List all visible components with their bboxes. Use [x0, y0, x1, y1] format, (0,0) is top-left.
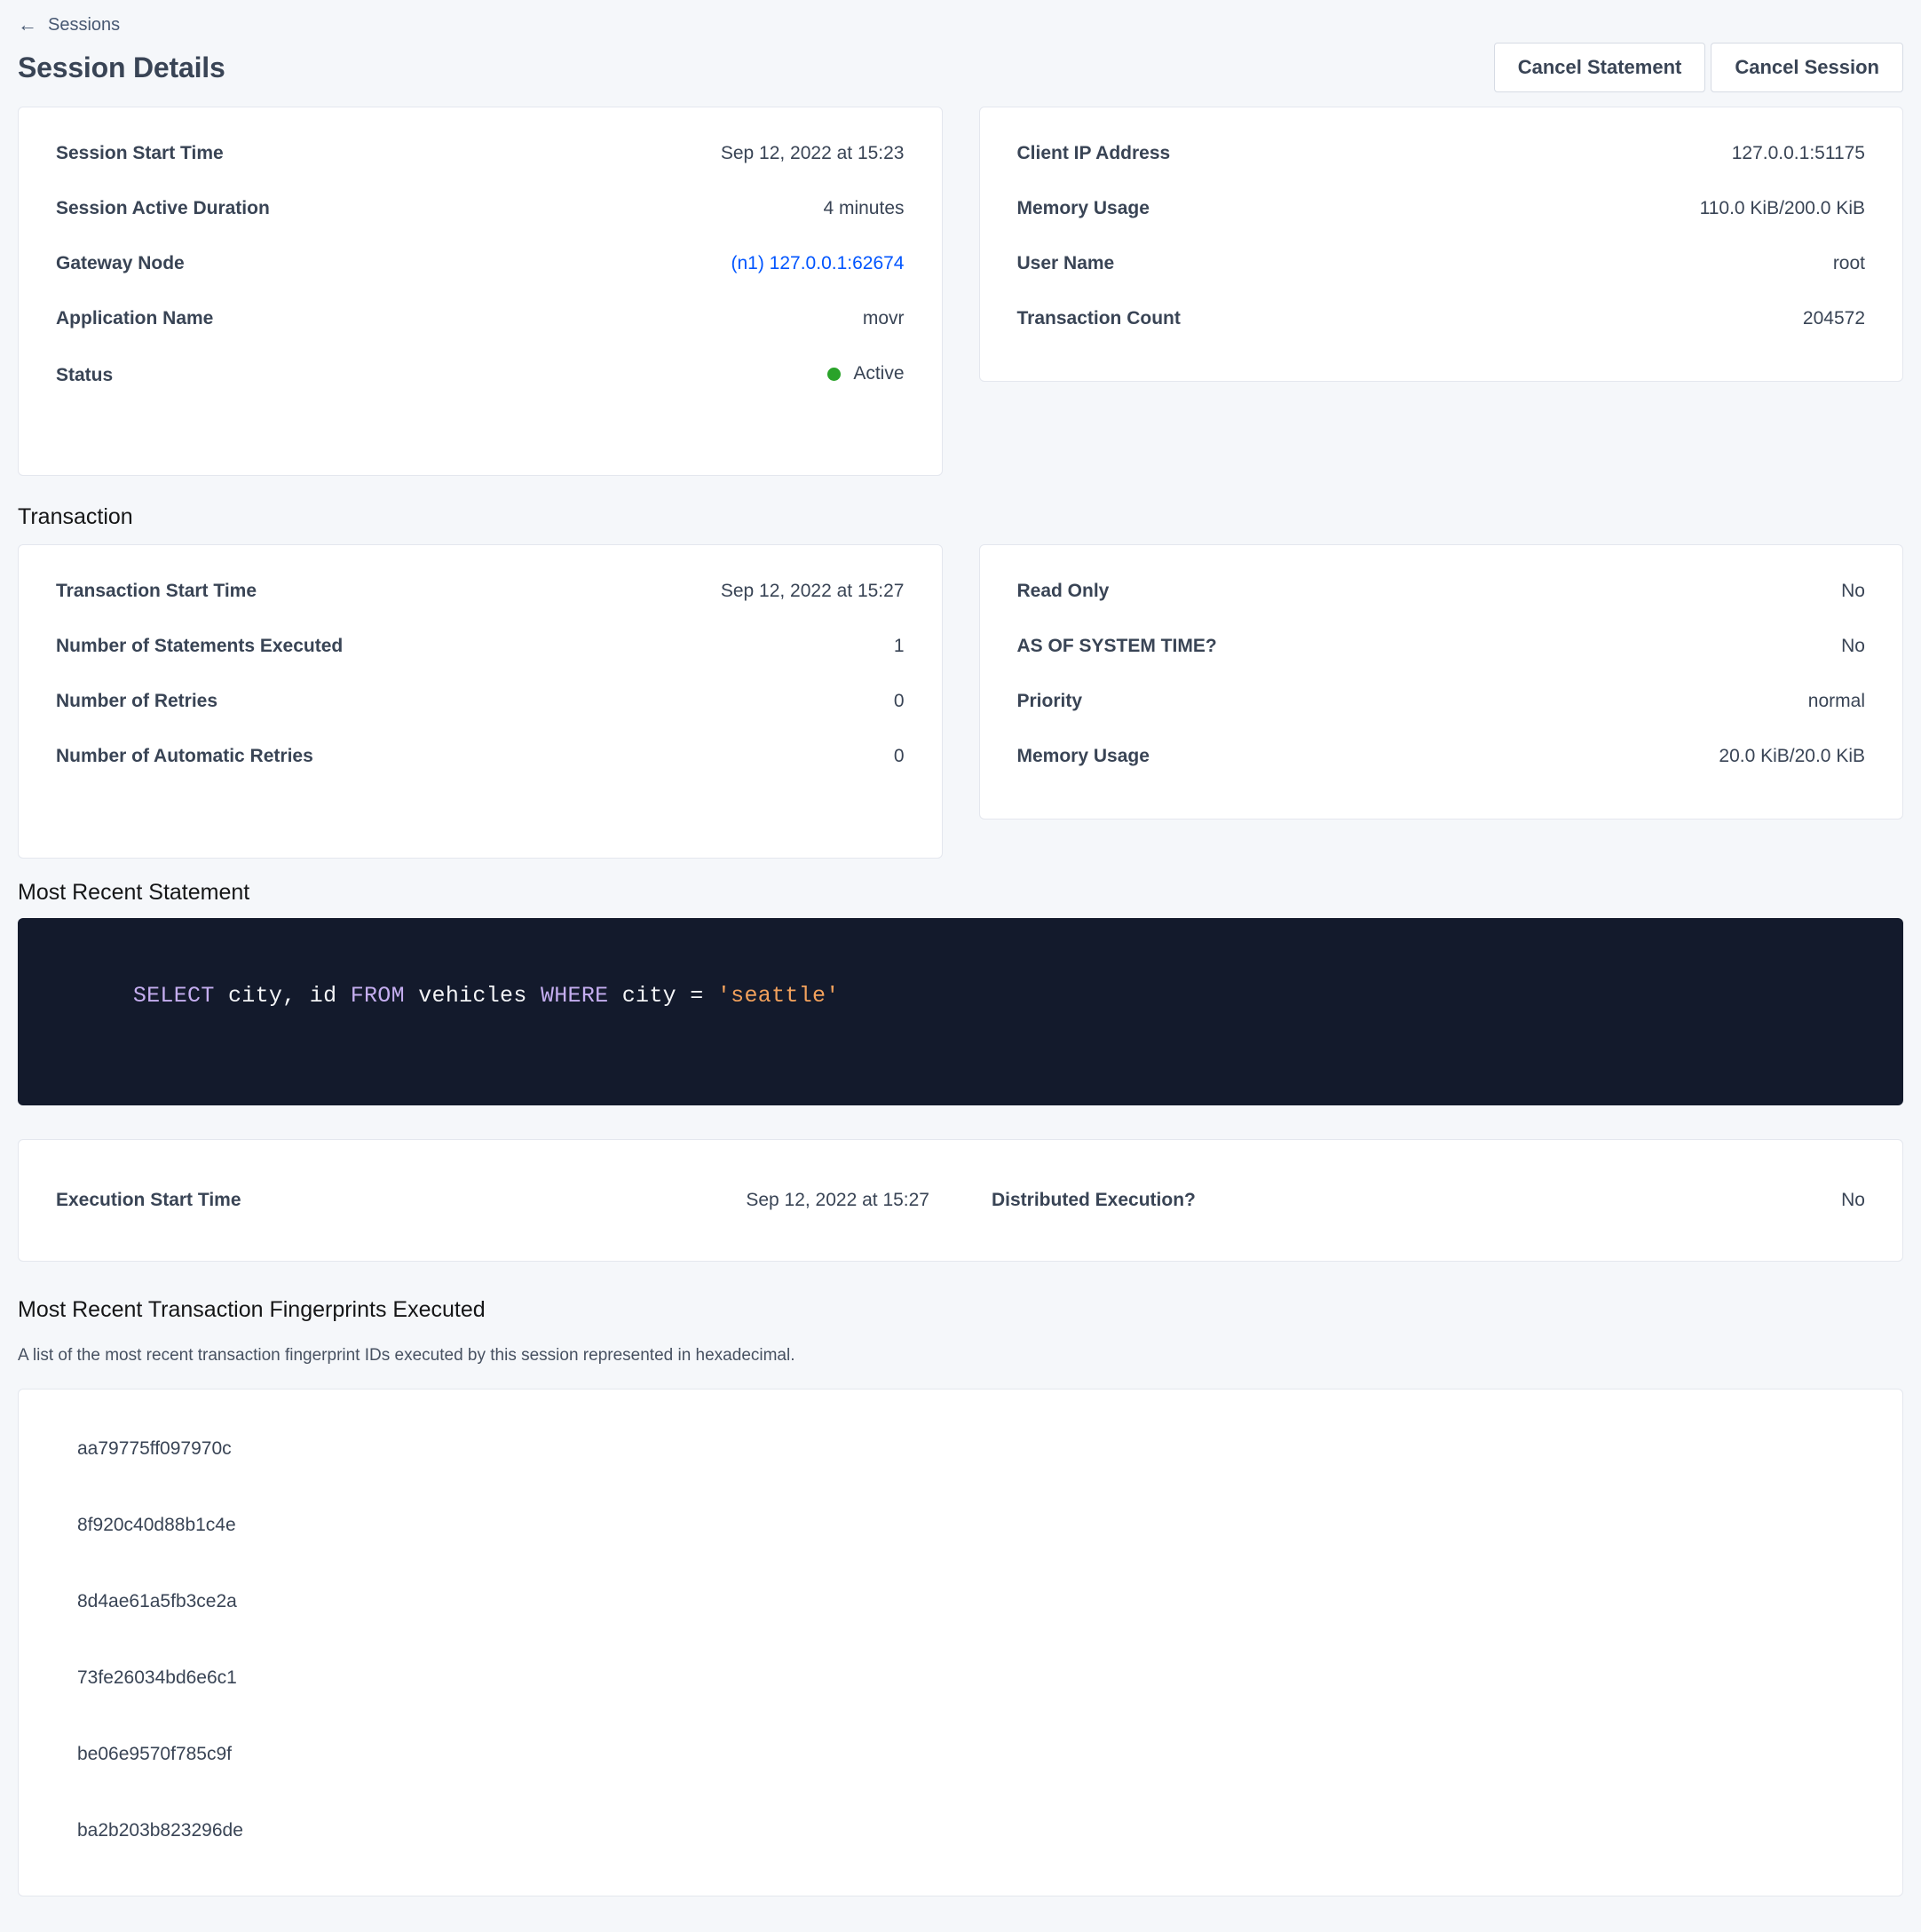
automatic-retries-row: Number of Automatic Retries 0	[56, 746, 905, 801]
gateway-node-label: Gateway Node	[56, 253, 185, 273]
cancel-statement-button[interactable]: Cancel Statement	[1493, 43, 1706, 92]
statement-section-heading: Most Recent Statement	[18, 880, 250, 905]
application-name-value: movr	[862, 308, 905, 329]
breadcrumb-label[interactable]: Sessions	[48, 14, 121, 35]
client-ip-value: 127.0.0.1:51175	[1731, 143, 1865, 163]
client-ip-row: Client IP Address 127.0.0.1:51175	[1017, 143, 1866, 198]
cancel-session-button[interactable]: Cancel Session	[1711, 43, 1903, 92]
client-ip-label: Client IP Address	[1016, 143, 1171, 163]
session-active-duration-value: 4 minutes	[823, 198, 905, 218]
client-info-card: Client IP Address 127.0.0.1:51175 Memory…	[978, 107, 1903, 382]
sql-keyword-from: FROM	[350, 983, 405, 1009]
user-name-row: User Name root	[1017, 253, 1866, 308]
read-only-row: Read Only No	[1017, 581, 1866, 636]
statements-executed-value: 1	[893, 636, 905, 656]
sql-string-literal: 'seattle'	[716, 983, 840, 1009]
breadcrumb[interactable]: ← Sessions	[18, 0, 1903, 37]
distributed-execution-value: No	[1841, 1190, 1865, 1210]
application-name-row: Application Name movr	[56, 308, 905, 363]
statements-executed-row: Number of Statements Executed 1	[56, 636, 905, 691]
user-name-label: User Name	[1016, 253, 1115, 273]
user-name-value: root	[1832, 253, 1865, 273]
retries-value: 0	[893, 691, 905, 711]
status-dot-icon	[827, 367, 842, 381]
read-only-label: Read Only	[1016, 581, 1110, 601]
sql-keyword-where: WHERE	[540, 983, 609, 1009]
page-header: Session Details Cancel Statement Cancel …	[18, 37, 1903, 92]
as-of-system-time-row: AS OF SYSTEM TIME? No	[1017, 636, 1866, 691]
session-start-time-label: Session Start Time	[56, 143, 224, 163]
transaction-options-card: Read Only No AS OF SYSTEM TIME? No Prior…	[978, 544, 1903, 820]
status-badge: Active	[827, 363, 905, 384]
status-row: Status Active	[56, 363, 905, 418]
sql-table: vehicles	[404, 983, 541, 1009]
gateway-node-link[interactable]: (n1) 127.0.0.1:62674	[731, 253, 905, 273]
gateway-node-row: Gateway Node (n1) 127.0.0.1:62674	[56, 253, 905, 308]
session-start-time-value: Sep 12, 2022 at 15:23	[720, 143, 905, 163]
session-memory-usage-label: Memory Usage	[1016, 198, 1150, 218]
list-item[interactable]: 73fe26034bd6e6c1	[77, 1667, 237, 1688]
fingerprints-heading: Most Recent Transaction Fingerprints Exe…	[18, 1297, 486, 1322]
transaction-count-row: Transaction Count 204572	[1017, 308, 1866, 363]
status-value: Active	[853, 363, 905, 384]
priority-value: normal	[1807, 691, 1865, 711]
retries-row: Number of Retries 0	[56, 691, 905, 746]
fingerprints-card: aa79775ff097970c 8f920c40d88b1c4e 8d4ae6…	[18, 1389, 1903, 1896]
sql-statement-block: SELECT city, id FROM vehicles WHERE city…	[18, 918, 1903, 1105]
priority-row: Priority normal	[1017, 691, 1866, 746]
list-item[interactable]: 8f920c40d88b1c4e	[77, 1515, 236, 1535]
transaction-start-time-value: Sep 12, 2022 at 15:27	[720, 581, 905, 601]
execution-info-card: Execution Start Time Sep 12, 2022 at 15:…	[18, 1139, 1903, 1262]
transaction-start-time-row: Transaction Start Time Sep 12, 2022 at 1…	[56, 581, 905, 636]
arrow-left-icon[interactable]: ←	[18, 13, 37, 36]
retries-label: Number of Retries	[56, 691, 218, 711]
transaction-memory-usage-row: Memory Usage 20.0 KiB/20.0 KiB	[1017, 746, 1866, 801]
session-overview-cards: Session Start Time Sep 12, 2022 at 15:23…	[18, 107, 1903, 476]
list-item[interactable]: be06e9570f785c9f	[77, 1744, 232, 1764]
session-active-duration-row: Session Active Duration 4 minutes	[56, 198, 905, 253]
sql-predicate: city =	[608, 983, 717, 1009]
distributed-execution-row: Distributed Execution? No	[956, 1190, 1865, 1211]
sql-columns: city, id	[214, 983, 351, 1009]
transaction-start-time-label: Transaction Start Time	[56, 581, 257, 601]
sql-statement-code: SELECT city, id FROM vehicles WHERE city…	[51, 957, 1870, 1034]
automatic-retries-label: Number of Automatic Retries	[56, 746, 313, 766]
transaction-memory-usage-value: 20.0 KiB/20.0 KiB	[1719, 746, 1865, 766]
execution-start-time-row: Execution Start Time Sep 12, 2022 at 15:…	[56, 1190, 956, 1211]
session-start-time-row: Session Start Time Sep 12, 2022 at 15:23	[56, 143, 905, 198]
execution-start-time-label: Execution Start Time	[56, 1190, 241, 1210]
list-item[interactable]: aa79775ff097970c	[77, 1438, 232, 1459]
list-item[interactable]: 8d4ae61a5fb3ce2a	[77, 1591, 237, 1611]
session-memory-usage-value: 110.0 KiB/200.0 KiB	[1699, 198, 1865, 218]
transaction-section-heading: Transaction	[18, 504, 133, 529]
transaction-memory-usage-label: Memory Usage	[1016, 746, 1150, 766]
list-item[interactable]: ba2b203b823296de	[77, 1820, 243, 1841]
transaction-count-label: Transaction Count	[1016, 308, 1181, 329]
sql-keyword-select: SELECT	[132, 983, 215, 1009]
distributed-execution-label: Distributed Execution?	[992, 1190, 1196, 1210]
session-info-card: Session Start Time Sep 12, 2022 at 15:23…	[18, 107, 943, 476]
transaction-count-value: 204572	[1802, 308, 1865, 329]
priority-label: Priority	[1016, 691, 1083, 711]
transaction-info-card: Transaction Start Time Sep 12, 2022 at 1…	[18, 544, 943, 859]
session-active-duration-label: Session Active Duration	[56, 198, 270, 218]
automatic-retries-value: 0	[893, 746, 905, 766]
session-memory-usage-row: Memory Usage 110.0 KiB/200.0 KiB	[1017, 198, 1866, 253]
page-title: Session Details	[18, 51, 225, 83]
statements-executed-label: Number of Statements Executed	[56, 636, 344, 656]
read-only-value: No	[1841, 581, 1865, 601]
execution-start-time-value: Sep 12, 2022 at 15:27	[746, 1190, 929, 1210]
application-name-label: Application Name	[56, 308, 214, 329]
header-actions: Cancel Statement Cancel Session	[1493, 43, 1903, 92]
as-of-system-time-label: AS OF SYSTEM TIME?	[1016, 636, 1217, 656]
transaction-cards: Transaction Start Time Sep 12, 2022 at 1…	[18, 544, 1903, 859]
fingerprints-description: A list of the most recent transaction fi…	[18, 1346, 795, 1365]
as-of-system-time-value: No	[1841, 636, 1865, 656]
status-label: Status	[56, 364, 114, 385]
